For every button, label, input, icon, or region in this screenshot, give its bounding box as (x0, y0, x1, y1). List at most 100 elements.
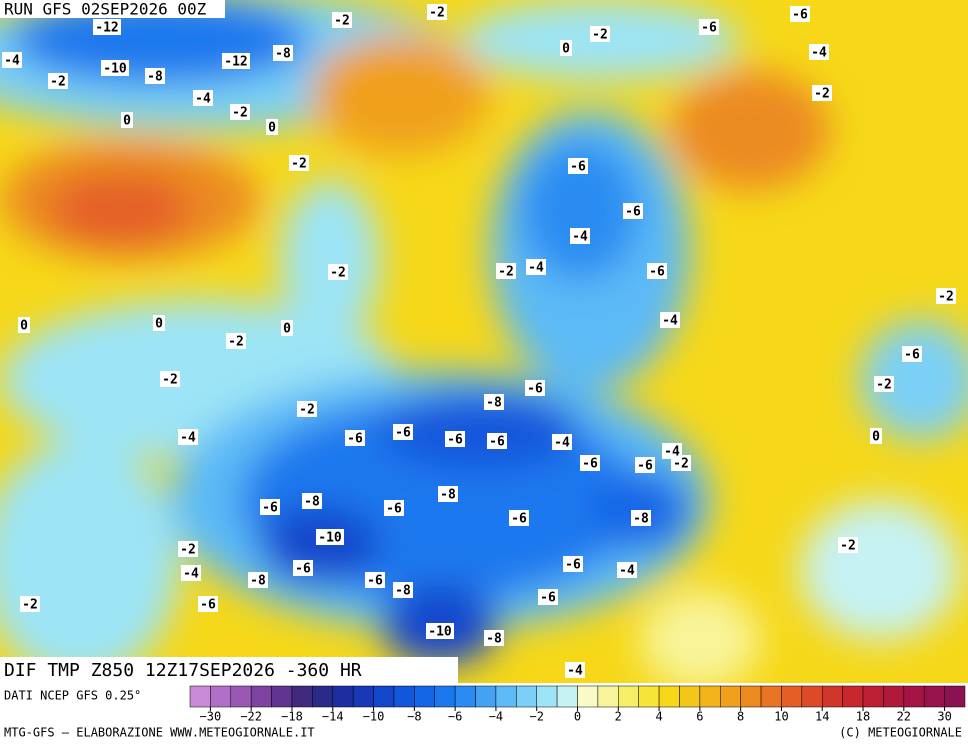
contour-labels: -12 -10 -8 -12 -8 -4 -2 -4 -2 0 0 -2 -2 0 -2 -6 -4 -2 -6 -2… (2, 4, 956, 679)
contour-label-box (384, 500, 404, 516)
contour-label: -2 (876, 378, 892, 393)
colorbar-tick-label: −6 (448, 710, 462, 724)
contour-label-box (647, 263, 667, 279)
contour-label: -6 (367, 574, 383, 589)
contour-label: -6 (511, 512, 527, 527)
contour-label: -6 (347, 432, 363, 447)
colorbar-swatch (352, 685, 374, 708)
contour-label: -6 (625, 205, 641, 220)
contour-label-box (273, 45, 293, 61)
contour-label-box (484, 630, 504, 646)
contour-label: 0 (283, 322, 291, 337)
contour-label: -6 (262, 501, 278, 516)
contour-label: -10 (428, 625, 452, 640)
colorbar-swatch (250, 685, 272, 708)
contour-label-box (178, 429, 198, 445)
contour-label: -12 (224, 55, 247, 70)
colorbar-swatch (495, 685, 517, 708)
contour-label: 0 (123, 114, 131, 129)
contour-label-box (222, 53, 250, 69)
colorbar-swatch (883, 685, 905, 708)
colorbar-tick-label: −8 (407, 710, 421, 724)
contour-label: -4 (4, 54, 20, 69)
contour-label-box (790, 6, 810, 22)
colorbar-swatch (414, 685, 435, 708)
contour-label-box (193, 90, 213, 106)
contour-label-box (699, 19, 719, 35)
colorbar-tick-label: −18 (281, 710, 303, 724)
contour-label-box (260, 499, 280, 515)
colorbar-swatch (291, 685, 313, 708)
contour-label-box (121, 112, 133, 128)
contour-label-box (560, 40, 572, 56)
contour-label: -8 (486, 632, 502, 647)
copyright-label: (C) METEOGIORNALE (839, 726, 962, 740)
contour-label: -12 (95, 21, 118, 36)
contour-label: -6 (540, 591, 556, 606)
contour-label-box (635, 457, 655, 473)
colorbar-swatch (760, 685, 782, 708)
colorbar-swatch (373, 685, 395, 708)
colorbar-tick-label: 4 (655, 710, 662, 724)
contour-label: -2 (50, 75, 66, 90)
contour-label-box (226, 333, 246, 349)
contour-label: 0 (20, 319, 28, 334)
colorbar-swatch (536, 685, 558, 708)
contour-label: -2 (299, 403, 315, 418)
contour-label-box (293, 560, 313, 576)
contour-label-box (568, 158, 588, 174)
contour-label-box (563, 556, 583, 572)
colorbar-swatch (842, 685, 864, 708)
contour-label-box (617, 562, 637, 578)
colorbar-swatch (801, 685, 823, 708)
contour-label: -6 (904, 348, 920, 363)
contour-label-box (289, 155, 309, 171)
contour-label: -6 (527, 382, 543, 397)
colorbar-tick-label: −2 (529, 710, 543, 724)
contour-label-box (332, 12, 352, 28)
product-box (0, 657, 458, 683)
contour-label: -2 (814, 87, 830, 102)
colorbar-swatch (189, 685, 211, 708)
contour-label: -2 (334, 14, 350, 29)
contour-label-box (565, 662, 585, 678)
contour-label: -2 (938, 290, 954, 305)
contour-label-box (230, 104, 250, 120)
contour-label: -4 (195, 92, 211, 107)
contour-label: -6 (701, 21, 717, 36)
colorbar-tick-label: 22 (897, 710, 911, 724)
contour-label-box (101, 60, 129, 76)
contour-label-box (160, 371, 180, 387)
contour-label: -6 (565, 558, 581, 573)
colorbar-tick-label: 0 (574, 710, 581, 724)
contour-label: -2 (840, 539, 856, 554)
contour-label: -4 (619, 564, 635, 579)
contour-label-box (297, 401, 317, 417)
colorbar-swatch (903, 685, 925, 708)
contour-label-box (623, 203, 643, 219)
contour-label-box (580, 455, 600, 471)
contour-label-box (198, 596, 218, 612)
colorbar-tick-label: −30 (200, 710, 222, 724)
contour-label-box (393, 582, 413, 598)
contour-label: -8 (633, 512, 649, 527)
contour-label: -2 (180, 543, 196, 558)
colorbar-tick-label: 8 (737, 710, 744, 724)
contour-label: -8 (147, 70, 163, 85)
colorbar-tick-label: 18 (856, 710, 870, 724)
contour-label-box (181, 565, 201, 581)
contour-label: -6 (649, 265, 665, 280)
contour-label-box (18, 317, 30, 333)
contour-label: -6 (395, 426, 411, 441)
contour-label: -2 (429, 6, 445, 21)
contour-label: -2 (22, 598, 38, 613)
colorbar-tick-label: 6 (696, 710, 703, 724)
contour-label: -6 (570, 160, 586, 175)
colorbar-tick-label: −22 (240, 710, 262, 724)
contour-label: -4 (180, 431, 196, 446)
contour-label-box (302, 493, 322, 509)
colorbar-swatch (332, 685, 354, 708)
contour-label-box (153, 315, 165, 331)
contour-label-box (393, 424, 413, 440)
contour-label: -6 (295, 562, 311, 577)
